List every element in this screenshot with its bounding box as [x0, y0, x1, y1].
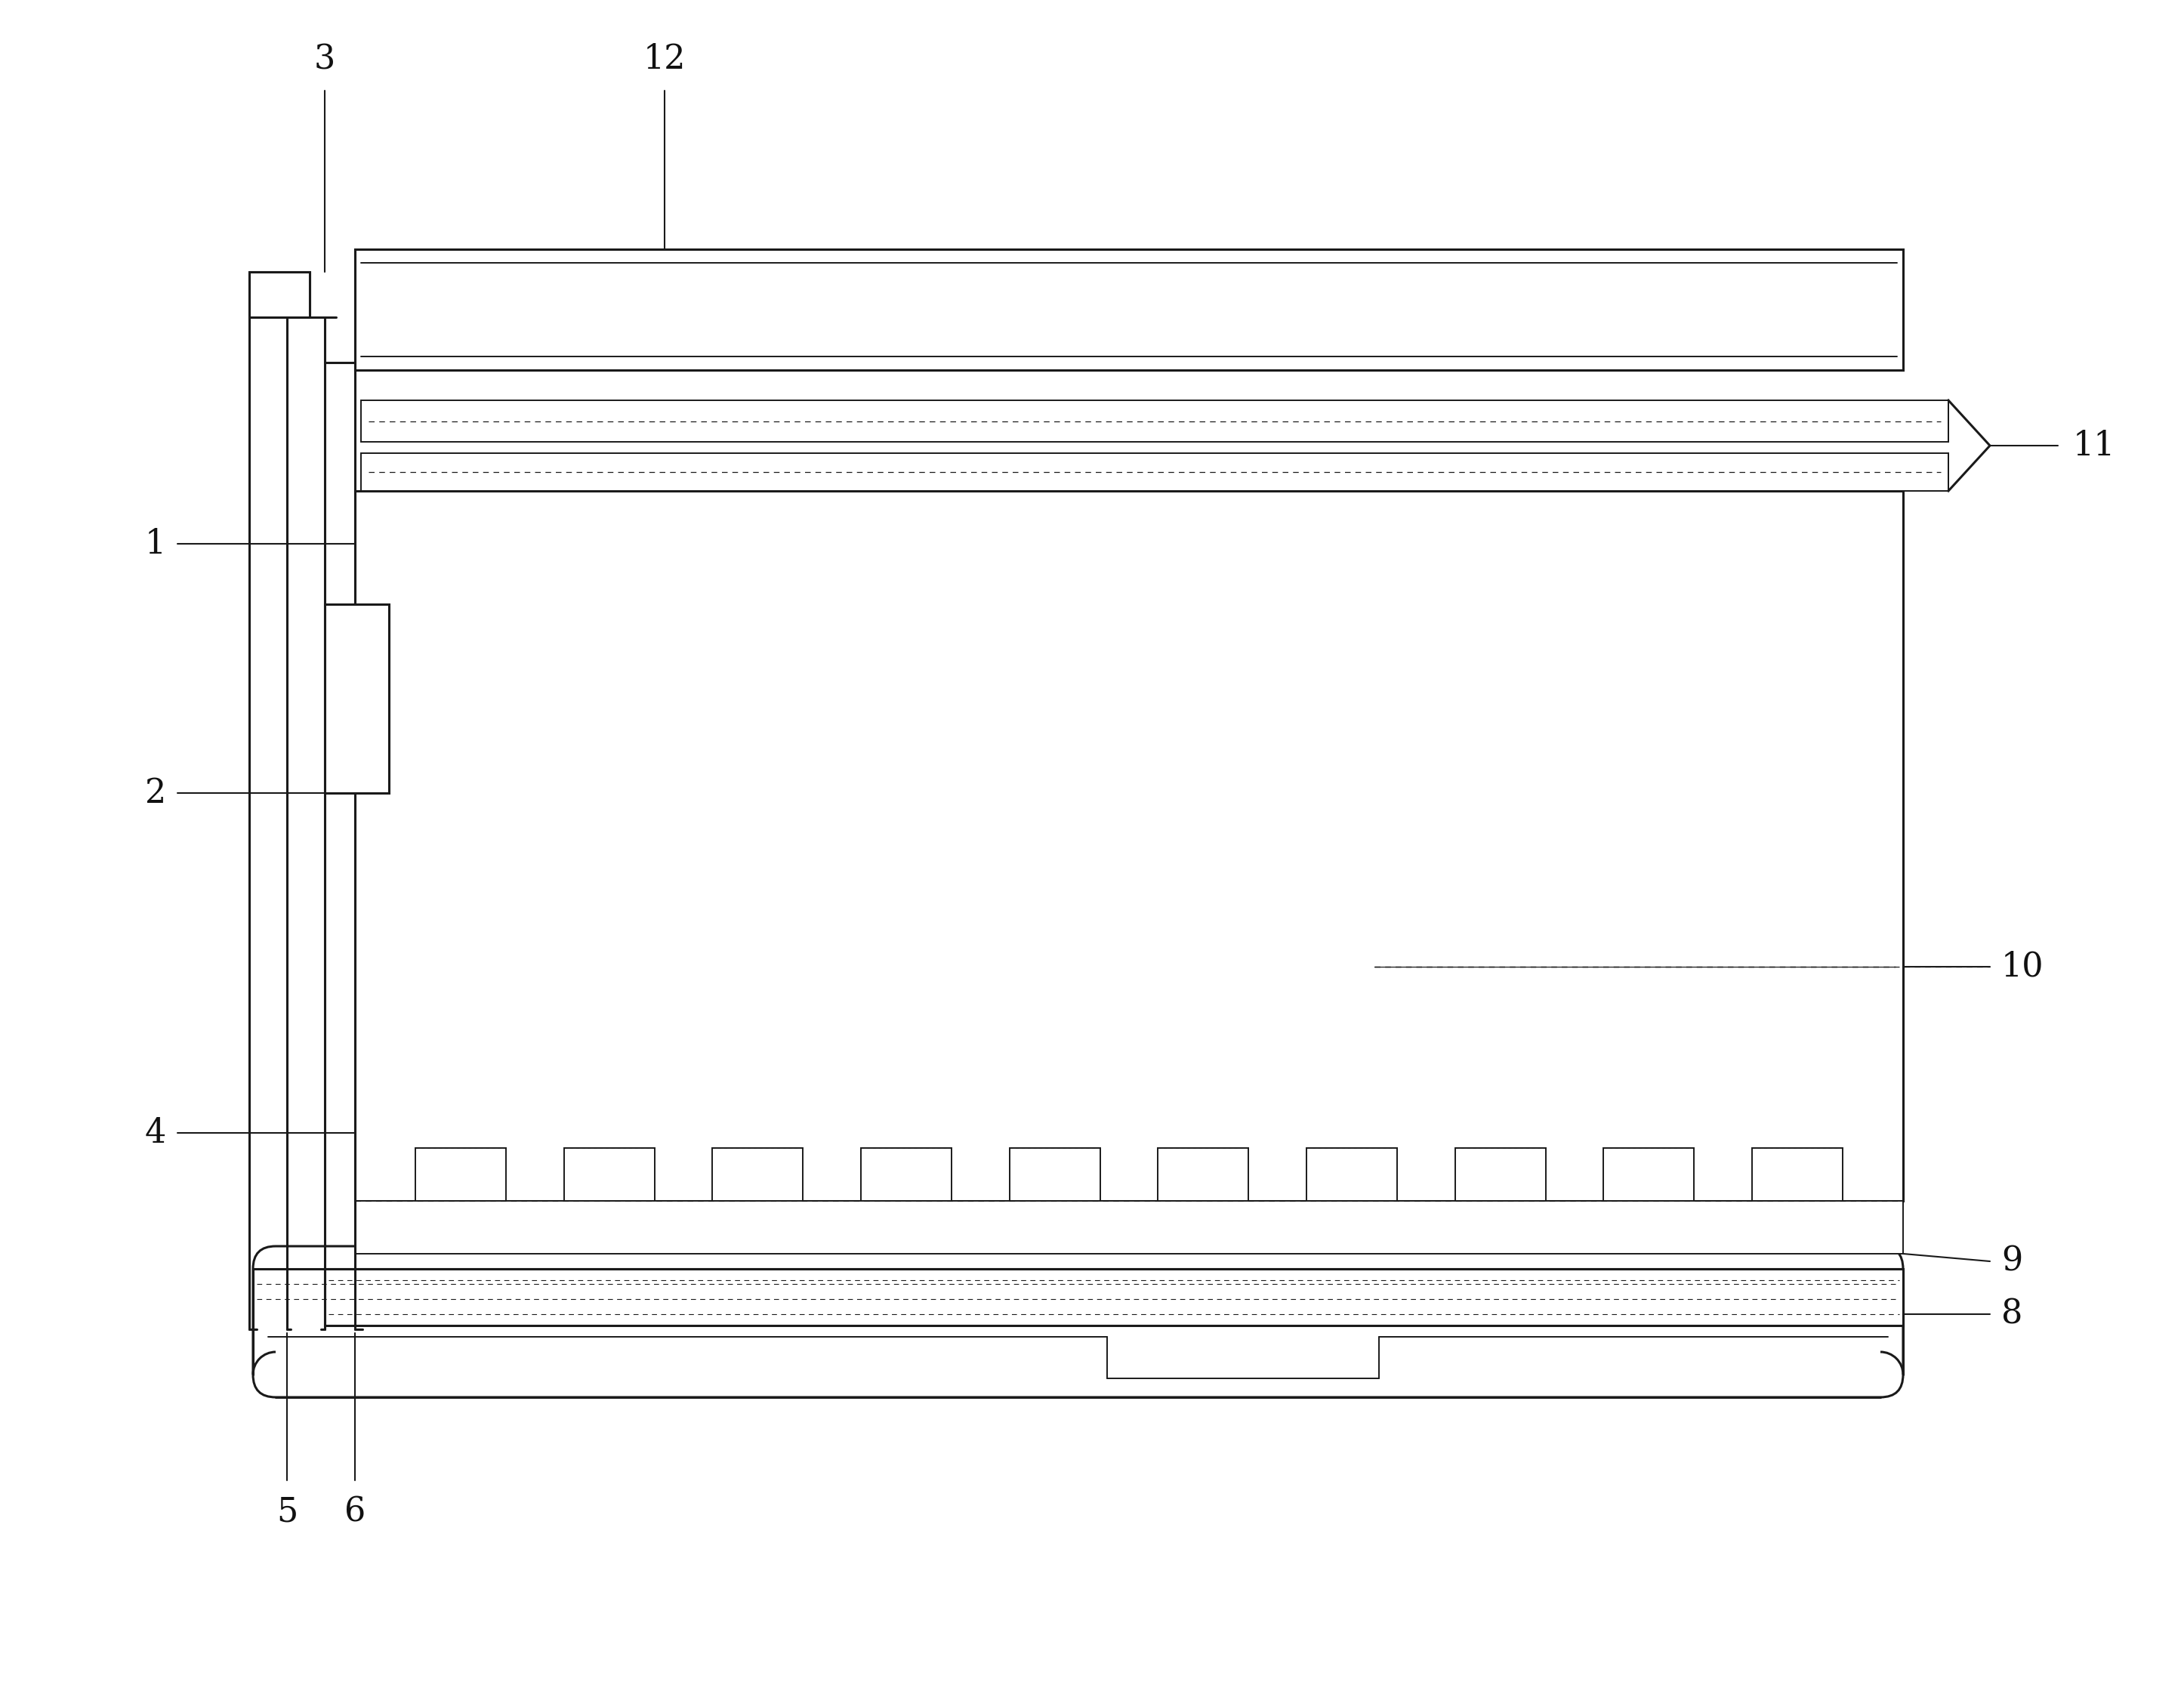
- Text: 1: 1: [144, 527, 166, 559]
- Bar: [325, 605, 389, 794]
- Bar: [1455, 1147, 1546, 1201]
- Bar: [356, 1201, 1902, 1254]
- Bar: [325, 1269, 1902, 1326]
- Text: 12: 12: [644, 42, 686, 76]
- Bar: [712, 1147, 804, 1201]
- Bar: [415, 1147, 507, 1201]
- Bar: [356, 249, 1902, 371]
- Text: 6: 6: [345, 1495, 365, 1528]
- FancyBboxPatch shape: [253, 1247, 1902, 1397]
- Bar: [1752, 1147, 1843, 1201]
- Text: 9: 9: [2001, 1245, 2022, 1277]
- Bar: [860, 1147, 952, 1201]
- Bar: [1306, 1147, 1398, 1201]
- Text: 5: 5: [277, 1495, 297, 1528]
- Text: 3: 3: [314, 42, 336, 76]
- Bar: [360, 401, 1948, 441]
- Bar: [360, 453, 1948, 490]
- Bar: [1009, 1147, 1101, 1201]
- Bar: [1158, 1147, 1249, 1201]
- Text: 2: 2: [144, 777, 166, 809]
- Text: 10: 10: [2001, 950, 2044, 982]
- Text: 11: 11: [2073, 430, 2116, 462]
- Text: 8: 8: [2001, 1297, 2022, 1331]
- Bar: [1603, 1147, 1695, 1201]
- Bar: [249, 271, 310, 317]
- Bar: [356, 490, 1902, 1201]
- Text: 4: 4: [144, 1117, 166, 1149]
- Bar: [563, 1147, 655, 1201]
